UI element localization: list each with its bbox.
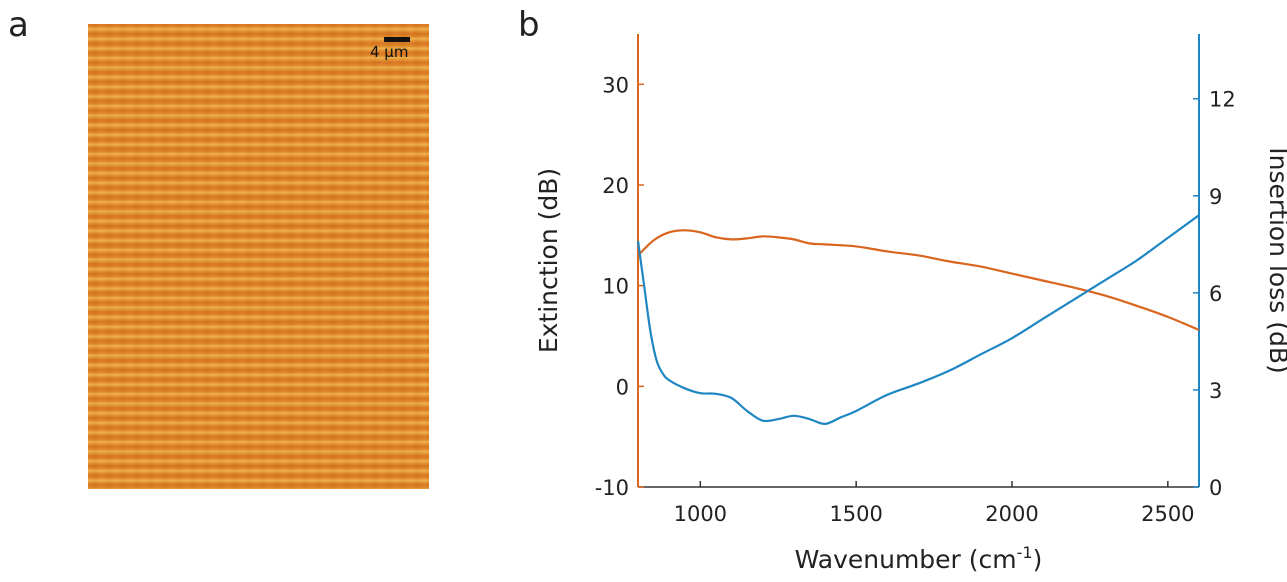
left-y-tick-label: 10 bbox=[602, 275, 629, 299]
right-y-tick-label: 0 bbox=[1209, 476, 1222, 500]
x-axis-title-superscript: -1 bbox=[1017, 543, 1033, 562]
micrograph-image bbox=[88, 24, 429, 489]
x-axis-title: Wavenumber (cm-1) bbox=[795, 543, 1043, 574]
right-y-tick-label: 3 bbox=[1209, 379, 1222, 403]
left-y-tick-label: -10 bbox=[595, 476, 629, 500]
series-lines bbox=[636, 214, 1200, 426]
micrograph-texture bbox=[88, 24, 429, 489]
x-axis-title-end: ) bbox=[1033, 545, 1043, 574]
right-y-tick-label: 9 bbox=[1209, 185, 1222, 209]
extinction-line bbox=[637, 229, 1200, 331]
right-y-tick-label: 12 bbox=[1209, 88, 1236, 112]
left-y-axis-title: Extinction (dB) bbox=[534, 168, 563, 353]
left-y-tick-label: 20 bbox=[602, 174, 629, 198]
right-y-axis-title: Insertion loss (dB) bbox=[1264, 147, 1287, 374]
x-axis-title-main: Wavenumber (cm bbox=[795, 545, 1017, 574]
x-tick-label: 2000 bbox=[985, 502, 1038, 526]
panel-a-label: a bbox=[8, 5, 29, 45]
right-y-tick-label: 6 bbox=[1209, 282, 1222, 306]
scale-bar-label: 4 μm bbox=[370, 43, 409, 61]
x-tick-label: 2500 bbox=[1141, 502, 1194, 526]
axis-ticks: 1000 1500 2000 2500 -10 0 10 20 30 0 3 6 9 12 bbox=[595, 73, 1236, 526]
x-tick-label: 1000 bbox=[674, 502, 727, 526]
x-tick-label: 1500 bbox=[829, 502, 882, 526]
panel-b-label: b bbox=[518, 5, 540, 45]
left-y-tick-label: 30 bbox=[602, 73, 629, 97]
left-y-tick-label: 0 bbox=[616, 375, 629, 399]
insertion-loss-line bbox=[636, 214, 1200, 426]
scale-bar bbox=[384, 37, 410, 42]
